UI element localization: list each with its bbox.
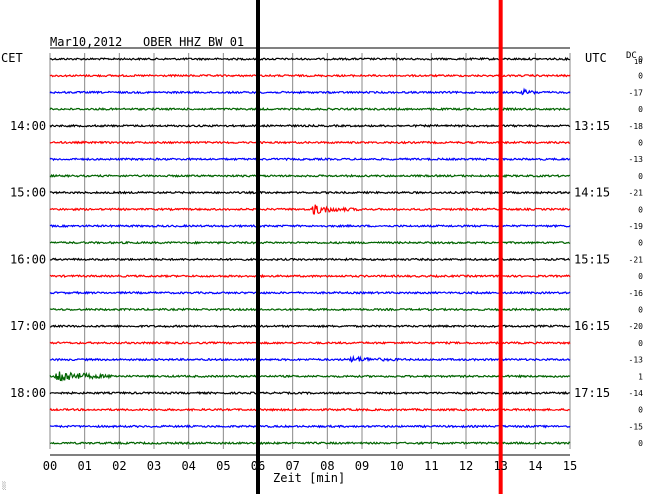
dc-offset-label: -13 [629, 155, 644, 164]
left-hour-label: 16:00 [10, 252, 46, 266]
axis-labels: 00-170-180-130-210-190-210-160-200-131-1… [10, 55, 643, 473]
dc-label: DC [626, 51, 637, 61]
dc-offset-label: -21 [629, 189, 644, 198]
dc-offset-label: -18 [629, 122, 644, 131]
dc-offset-label: -20 [629, 322, 644, 331]
left-hour-label: 18:00 [10, 386, 46, 400]
dc-offset-label: 0 [638, 172, 643, 181]
date-label: Mar10,2012 [50, 35, 122, 49]
x-tick-label: 02 [112, 459, 126, 473]
dc-offset-label: 0 [638, 105, 643, 114]
trace-line [49, 340, 571, 346]
cet-label: CET [1, 51, 23, 65]
dc-offset-label: -16 [629, 289, 644, 298]
x-tick-label: 15 [563, 459, 577, 473]
right-hour-label: 13:15 [574, 119, 610, 133]
dc-offset-label: 0 [638, 439, 643, 448]
trace-line [49, 441, 571, 446]
x-tick-label: 07 [285, 459, 299, 473]
trace-line [49, 173, 571, 179]
right-hour-label: 16:15 [574, 319, 610, 333]
dc-offset-label: 0 [638, 139, 643, 148]
trace-line [49, 123, 571, 128]
trace-line [49, 87, 571, 96]
station-label: OBER HHZ BW 01 [143, 35, 244, 49]
trace-line [49, 140, 571, 145]
dc-offset-label: 0 [638, 406, 643, 415]
x-tick-label: 05 [216, 459, 230, 473]
dc-offset-label: -15 [629, 422, 644, 431]
trace-line [49, 106, 571, 112]
dc-offset-label: 0 [638, 55, 643, 64]
dc-offset-label: -13 [629, 356, 644, 365]
right-hour-label: 14:15 [574, 186, 610, 200]
x-tick-label: 10 [389, 459, 403, 473]
trace-line [49, 324, 571, 329]
dc-offset-label: 0 [638, 239, 643, 248]
trace-line [49, 223, 571, 229]
corner-mark: ░ [2, 481, 6, 490]
trace-line [49, 190, 571, 195]
x-tick-label: 01 [77, 459, 91, 473]
utc-label: UTC [585, 51, 607, 65]
right-hour-label: 15:15 [574, 252, 610, 266]
x-tick-label: 06 [251, 459, 265, 473]
trace-line [49, 290, 571, 295]
dc-offset-label: -21 [629, 255, 644, 264]
trace-line [49, 56, 571, 62]
x-tick-label: 03 [147, 459, 161, 473]
trace-line [49, 371, 571, 382]
x-tick-label: 09 [355, 459, 369, 473]
left-hour-label: 14:00 [10, 119, 46, 133]
time-markers [256, 0, 503, 494]
left-hour-label: 17:00 [10, 319, 46, 333]
left-hour-label: 15:00 [10, 186, 46, 200]
x-axis-title: Zeit [min] [273, 471, 345, 485]
x-tick-label: 13 [493, 459, 507, 473]
trace-line [49, 407, 571, 412]
dc-offset-label: 0 [638, 205, 643, 214]
dc-sub-label: 10 [634, 58, 642, 66]
trace-line [49, 307, 571, 312]
trace-line [49, 257, 570, 262]
dc-offset-label: 0 [638, 306, 643, 315]
x-tick-label: 08 [320, 459, 334, 473]
trace-line [49, 390, 570, 396]
dc-offset-label: 1 [638, 372, 643, 381]
dc-offset-label: -19 [629, 222, 644, 231]
trace-line [50, 424, 571, 429]
trace-line [49, 157, 571, 162]
trace-line [49, 240, 571, 245]
x-tick-label: 12 [459, 459, 473, 473]
trace-line [49, 273, 571, 279]
seismic-traces [49, 56, 571, 446]
trace-line [49, 204, 571, 215]
dc-offset-label: -14 [629, 389, 644, 398]
right-hour-label: 17:15 [574, 386, 610, 400]
x-tick-label: 04 [181, 459, 195, 473]
dc-offset-label: 0 [638, 72, 643, 81]
trace-line [49, 73, 571, 78]
x-tick-label: 14 [528, 459, 542, 473]
trace-line [49, 354, 571, 363]
x-tick-label: 00 [43, 459, 57, 473]
dc-offset-label: 0 [638, 339, 643, 348]
dc-offset-label: -17 [629, 88, 644, 97]
x-tick-label: 11 [424, 459, 438, 473]
dc-offset-label: 0 [638, 272, 643, 281]
